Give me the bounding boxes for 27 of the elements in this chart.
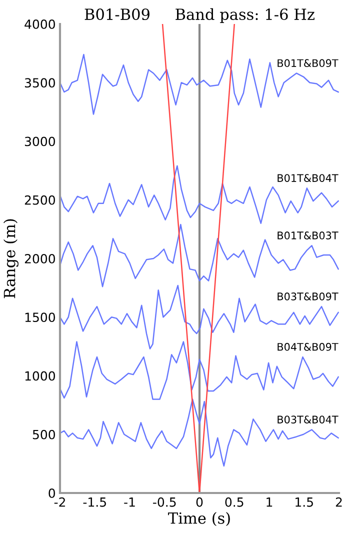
x-tick-label: -1 xyxy=(124,498,135,507)
x-tick-label: 2 xyxy=(336,497,342,507)
chart-title: B01-B09 Band pass: 1-6 Hz xyxy=(84,8,314,24)
series-label: B04T&B09T xyxy=(278,342,338,351)
y-tick-label: 500 xyxy=(32,430,56,440)
series-label: B01T&B03T xyxy=(278,232,338,240)
x-tick-label: 1 xyxy=(266,498,272,507)
y-tick-label: 2000 xyxy=(24,254,56,264)
x-tick-label: 1.5 xyxy=(296,498,313,507)
y-tick-label: 0 xyxy=(48,488,56,498)
y-tick-label: 3500 xyxy=(24,78,56,88)
x-tick-label: -0.5 xyxy=(153,497,176,507)
x-axis-title: Time (s) xyxy=(168,512,230,526)
x-tick-label: 0.5 xyxy=(225,497,244,507)
y-tick-label: 2500 xyxy=(24,195,56,205)
x-tick-label: 0 xyxy=(196,497,203,507)
y-axis-title: Range (m) xyxy=(3,219,18,298)
y-tick-label: 3000 xyxy=(24,136,56,146)
y-tick-label: 1500 xyxy=(25,312,56,322)
series-label: B01T&B09T xyxy=(278,59,338,68)
series-label: B01T&B04T xyxy=(278,174,338,182)
x-tick-label: -1.5 xyxy=(83,498,106,507)
series-label: B03T&B09T xyxy=(278,292,338,300)
series-label: B03T&B04T xyxy=(278,416,338,424)
y-tick-label: 1000 xyxy=(25,371,56,381)
x-tick-label: -2 xyxy=(54,497,65,507)
y-tick-label: 4000 xyxy=(24,19,56,29)
